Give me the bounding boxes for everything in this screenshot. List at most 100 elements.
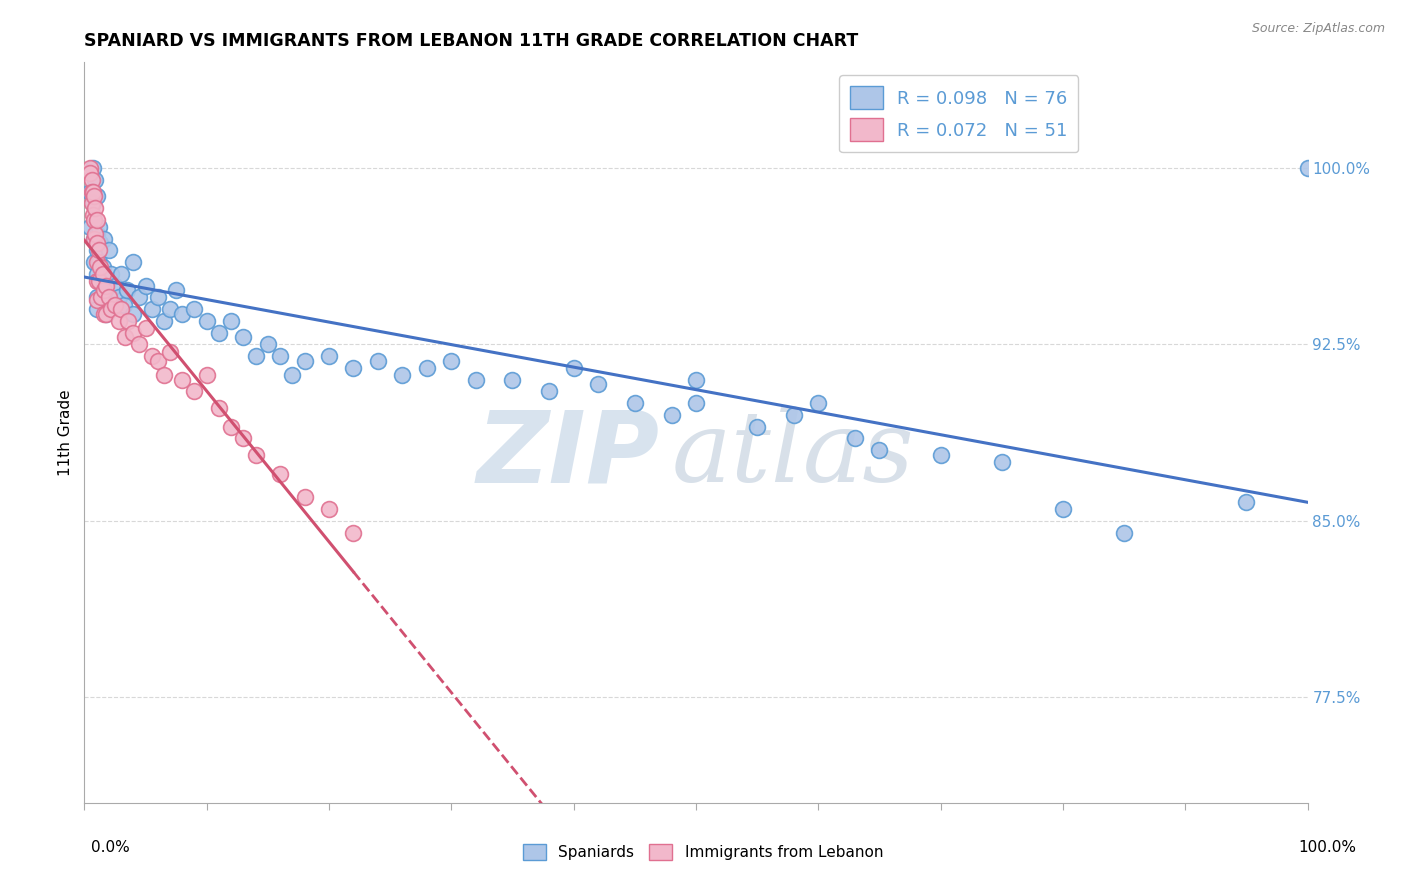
Point — [991, 455, 1014, 469]
Point — [79, 185, 101, 199]
Point — [586, 377, 609, 392]
Point — [93, 278, 115, 293]
Point — [89, 260, 111, 274]
Point — [195, 314, 218, 328]
Point — [502, 373, 524, 387]
Point — [165, 284, 187, 298]
Point — [104, 297, 127, 311]
Point — [146, 354, 169, 368]
Point — [86, 267, 108, 281]
Point — [86, 244, 108, 258]
Point — [86, 274, 108, 288]
Point — [128, 337, 150, 351]
Point — [80, 185, 103, 199]
Point — [318, 502, 340, 516]
Point — [86, 302, 108, 317]
Point — [83, 213, 105, 227]
Text: ZIP: ZIP — [477, 407, 659, 503]
Point — [96, 278, 118, 293]
Point — [91, 260, 114, 274]
Point — [844, 432, 866, 446]
Point — [96, 274, 118, 288]
Point — [245, 349, 267, 363]
Point — [107, 314, 129, 328]
Point — [219, 419, 242, 434]
Point — [82, 185, 104, 199]
Point — [89, 236, 111, 251]
Point — [208, 326, 231, 340]
Point — [294, 354, 316, 368]
Point — [122, 255, 145, 269]
Point — [84, 227, 107, 241]
Point — [86, 189, 108, 203]
Point — [83, 232, 105, 246]
Point — [257, 337, 280, 351]
Point — [195, 368, 218, 382]
Point — [1114, 525, 1136, 540]
Point — [685, 373, 707, 387]
Point — [122, 326, 145, 340]
Point — [281, 368, 304, 382]
Point — [91, 290, 114, 304]
Point — [153, 368, 176, 382]
Point — [96, 307, 118, 321]
Point — [172, 307, 194, 321]
Point — [128, 290, 150, 304]
Point — [367, 354, 389, 368]
Point — [807, 396, 830, 410]
Point — [183, 302, 205, 317]
Point — [79, 166, 101, 180]
Point — [294, 490, 316, 504]
Point — [80, 173, 103, 187]
Point — [82, 161, 104, 176]
Point — [83, 189, 105, 203]
Y-axis label: 11th Grade: 11th Grade — [58, 389, 73, 476]
Point — [135, 321, 157, 335]
Legend: R = 0.098   N = 76, R = 0.072   N = 51: R = 0.098 N = 76, R = 0.072 N = 51 — [839, 75, 1078, 153]
Point — [86, 227, 108, 241]
Point — [122, 307, 145, 321]
Point — [91, 267, 114, 281]
Point — [538, 384, 561, 399]
Point — [84, 201, 107, 215]
Point — [869, 443, 891, 458]
Point — [79, 219, 101, 234]
Point — [83, 232, 105, 246]
Point — [90, 290, 112, 304]
Point — [107, 290, 129, 304]
Point — [245, 448, 267, 462]
Point — [80, 196, 103, 211]
Point — [86, 213, 108, 227]
Text: SPANIARD VS IMMIGRANTS FROM LEBANON 11TH GRADE CORRELATION CHART: SPANIARD VS IMMIGRANTS FROM LEBANON 11TH… — [84, 32, 859, 50]
Text: 0.0%: 0.0% — [91, 840, 131, 855]
Point — [86, 290, 108, 304]
Point — [562, 361, 585, 376]
Point — [141, 349, 163, 363]
Point — [146, 290, 169, 304]
Point — [416, 361, 439, 376]
Point — [159, 344, 181, 359]
Point — [112, 297, 135, 311]
Point — [100, 302, 122, 317]
Point — [783, 408, 806, 422]
Point — [661, 408, 683, 422]
Point — [269, 349, 291, 363]
Point — [100, 267, 122, 281]
Point — [153, 314, 176, 328]
Point — [86, 293, 108, 307]
Point — [79, 161, 101, 176]
Point — [84, 173, 107, 187]
Point — [93, 307, 115, 321]
Point — [232, 330, 254, 344]
Point — [141, 302, 163, 317]
Point — [183, 384, 205, 399]
Point — [1236, 495, 1258, 509]
Point — [219, 314, 242, 328]
Point — [1052, 502, 1074, 516]
Point — [624, 396, 647, 410]
Point — [82, 208, 104, 222]
Point — [86, 236, 108, 251]
Point — [87, 219, 110, 234]
Point — [104, 278, 127, 293]
Point — [1296, 161, 1319, 176]
